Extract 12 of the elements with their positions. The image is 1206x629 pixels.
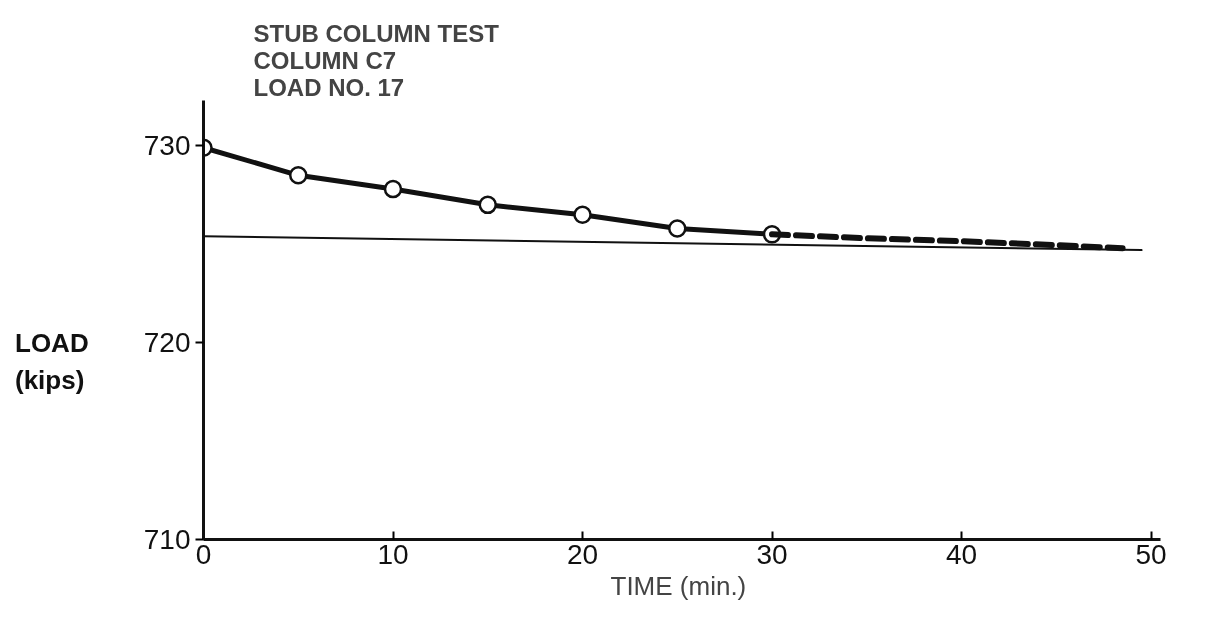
x-tick-label: 0 [195,538,212,570]
x-tick-label: 20 [566,538,599,570]
x-axis-title: TIME (min.) [610,570,747,601]
y-tick-label: 710 [143,524,191,555]
y-tick-label: 730 [143,130,191,162]
chart-title: STUB COLUMN TEST COLUMN C7 LOAD NO. 17 [253,19,500,101]
x-tick-label: 10 [377,538,409,570]
x-tick-label: 40 [945,538,978,570]
y-axis-title: LOAD (kips) [15,327,89,398]
x-tick-label: 30 [756,538,788,570]
x-tick-label: 50 [1135,538,1167,570]
y-tick-label: 720 [143,327,191,359]
